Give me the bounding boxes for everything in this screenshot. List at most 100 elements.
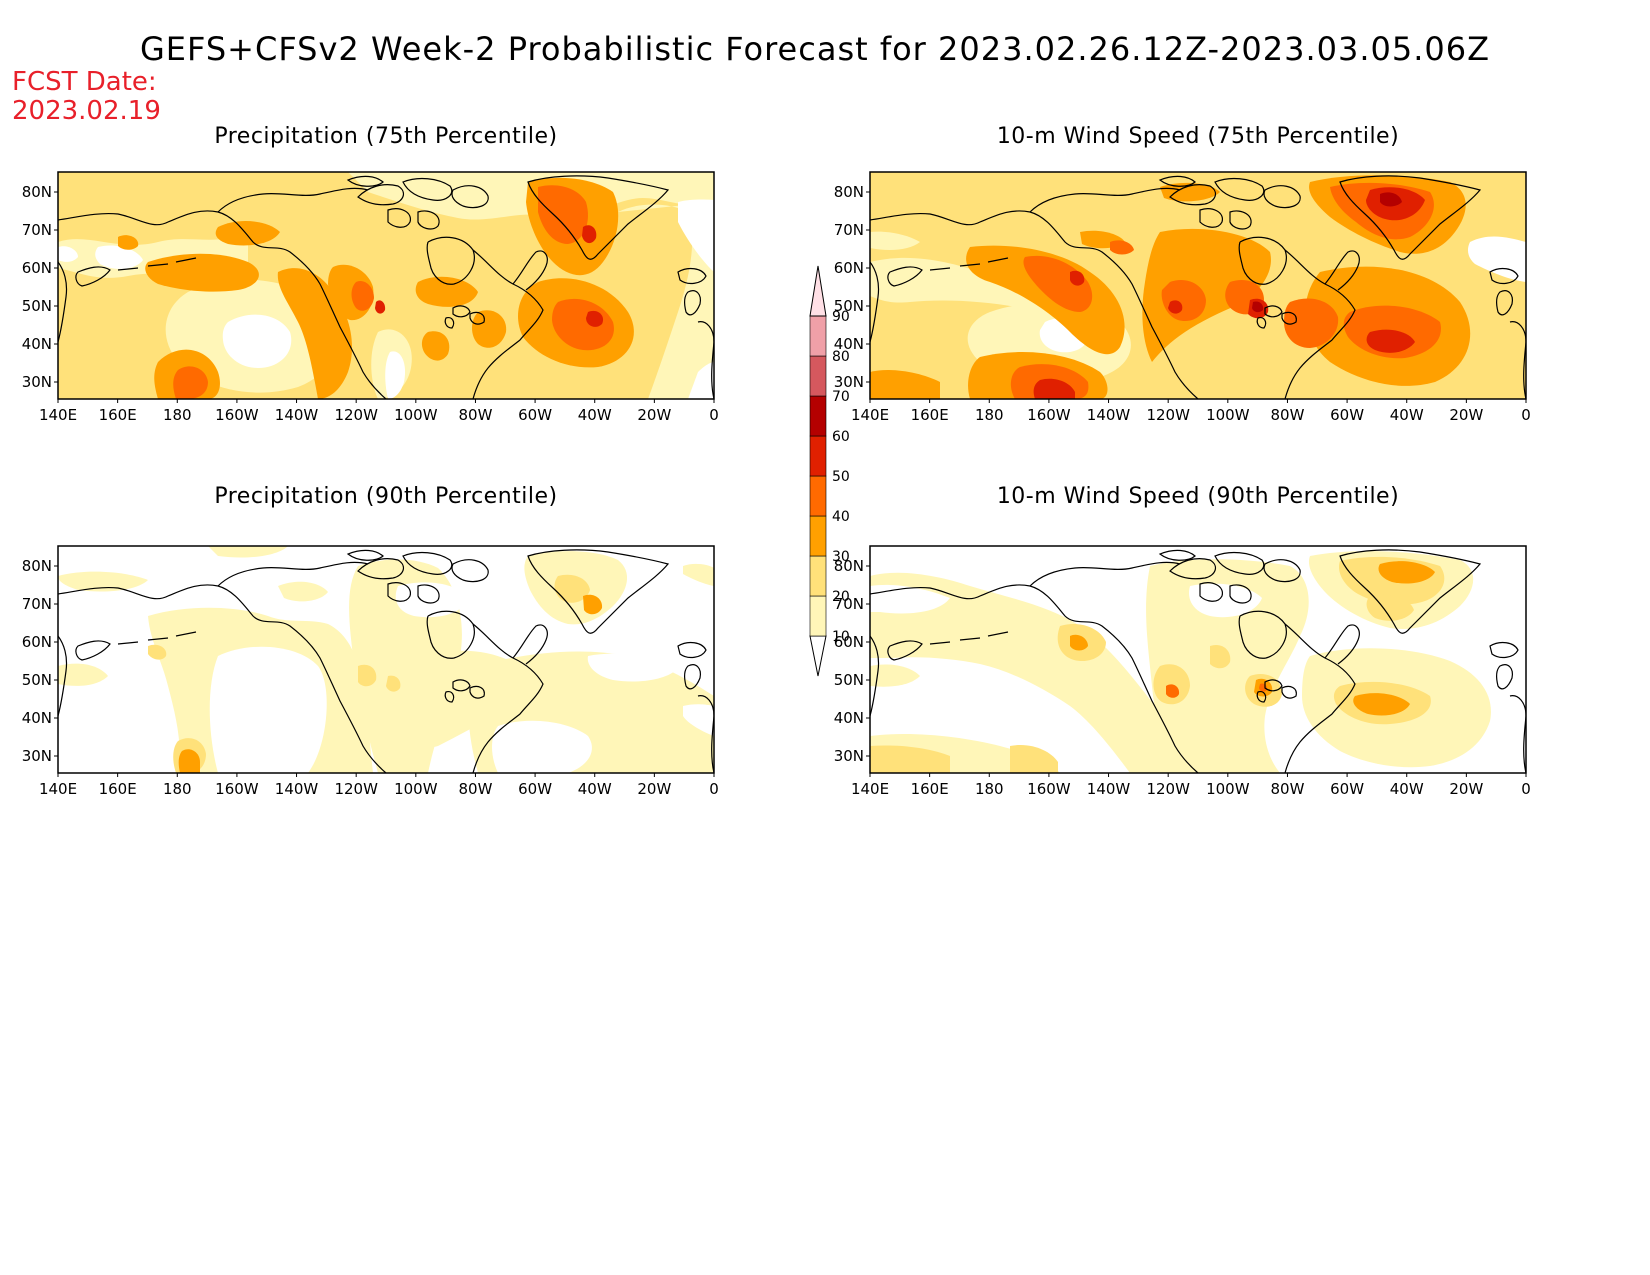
lat-label-precip75-70N: 70N (22, 221, 52, 239)
lon-label-precip90-160E: 160E (99, 780, 137, 798)
lon-label-wind90-60W: 60W (1330, 780, 1364, 798)
lat-label-wind90-50N: 50N (834, 671, 864, 689)
colorbar-box (809, 395, 827, 437)
lon-label-wind90-100W: 100W (1206, 780, 1250, 798)
lat-label-precip75-30N: 30N (22, 373, 52, 391)
lat-label-wind90-30N: 30N (834, 747, 864, 765)
frame-precip75 (57, 171, 715, 400)
lon-label-precip90-120W: 120W (334, 780, 378, 798)
frame-precip90 (57, 545, 715, 774)
lon-label-wind90-80W: 80W (1270, 780, 1304, 798)
frame-wind75 (869, 171, 1527, 400)
colorbar-label-20: 20 (832, 589, 850, 605)
colorbar-label-80: 80 (832, 349, 850, 365)
frame-wind90 (869, 545, 1527, 774)
colorbar-label-40: 40 (832, 509, 850, 525)
colorbar-box (809, 315, 827, 357)
colorbar-box (809, 355, 827, 397)
lon-label-wind75-100W: 100W (1206, 406, 1250, 424)
lon-label-precip90-140E: 140E (39, 780, 77, 798)
lon-label-precip75-60W: 60W (518, 406, 552, 424)
colorbar-box (809, 595, 827, 637)
map-precip90 (58, 546, 714, 773)
fcst-date: FCST Date: 2023.02.19 (12, 68, 161, 126)
lon-label-precip75-120W: 120W (334, 406, 378, 424)
colorbar-box (809, 515, 827, 557)
lat-label-precip90-80N: 80N (22, 557, 52, 575)
lat-label-wind75-80N: 80N (834, 183, 864, 201)
map-wind90 (870, 546, 1526, 773)
lon-label-precip75-140E: 140E (39, 406, 77, 424)
map-wind75 (870, 172, 1526, 399)
lon-label-wind75-160E: 160E (911, 406, 949, 424)
panel-title-precip75: Precipitation (75th Percentile) (214, 124, 558, 149)
lon-label-wind75-80W: 80W (1270, 406, 1304, 424)
colorbar-label-30: 30 (832, 549, 850, 565)
axis-labels: 80N 70N 60N 50N 40N 30N 140E 160E 180 160W 140W 120… (22, 183, 1531, 798)
main-title: GEFS+CFSv2 Week-2 Probabilistic Forecast… (140, 30, 1491, 68)
lat-label-precip75-60N: 60N (22, 259, 52, 277)
panel-title-precip90: Precipitation (90th Percentile) (214, 484, 558, 509)
lon-label-precip90-20W: 20W (637, 780, 671, 798)
lon-label-precip90-100W: 100W (394, 780, 438, 798)
lat-label-precip75-80N: 80N (22, 183, 52, 201)
lon-label-precip90-60W: 60W (518, 780, 552, 798)
lon-label-precip75-20W: 20W (637, 406, 671, 424)
lon-label-wind75-40W: 40W (1390, 406, 1424, 424)
lon-label-wind75-160W: 160W (1027, 406, 1071, 424)
lat-label-wind90-70N: 70N (834, 595, 864, 613)
lon-label-wind90-180: 180 (975, 780, 1004, 798)
lon-label-wind75-140W: 140W (1087, 406, 1131, 424)
lon-label-precip75-100W: 100W (394, 406, 438, 424)
lat-label-wind90-80N: 80N (834, 557, 864, 575)
lat-label-wind90-60N: 60N (834, 633, 864, 651)
colorbar-box (809, 435, 827, 477)
colorbar-label-50: 50 (832, 469, 850, 485)
lat-label-precip90-40N: 40N (22, 709, 52, 727)
map-precip75 (58, 172, 714, 399)
colorbar-label-10: 10 (832, 629, 850, 645)
colorbar-box (809, 475, 827, 517)
lat-label-precip90-50N: 50N (22, 671, 52, 689)
fcst-date-value: 2023.02.19 (12, 96, 161, 126)
lon-label-precip75-80W: 80W (458, 406, 492, 424)
lon-label-precip90-140W: 140W (275, 780, 319, 798)
lon-label-wind75-0: 0 (1521, 406, 1531, 424)
lat-label-precip75-40N: 40N (22, 335, 52, 353)
colorbar-label-90: 90 (832, 309, 850, 325)
colorbar-box (809, 555, 827, 597)
colorbar-labels: 10 20 30 40 50 60 70 80 90 (832, 309, 850, 645)
colorbar: 10 20 30 40 50 60 70 80 90 (809, 265, 850, 677)
lat-label-wind75-50N: 50N (834, 297, 864, 315)
lon-label-precip75-180: 180 (163, 406, 192, 424)
colorbar-label-70: 70 (832, 389, 850, 405)
lon-label-precip75-40W: 40W (578, 406, 612, 424)
lon-label-wind90-20W: 20W (1449, 780, 1483, 798)
lon-label-wind90-40W: 40W (1390, 780, 1424, 798)
lat-label-precip90-60N: 60N (22, 633, 52, 651)
lon-label-wind75-60W: 60W (1330, 406, 1364, 424)
lon-label-precip75-140W: 140W (275, 406, 319, 424)
lon-label-wind75-140E: 140E (851, 406, 889, 424)
lat-label-wind75-70N: 70N (834, 221, 864, 239)
lon-label-wind90-140W: 140W (1087, 780, 1131, 798)
lon-label-precip90-0: 0 (709, 780, 719, 798)
lon-label-precip90-180: 180 (163, 780, 192, 798)
colorbar-boxes (809, 265, 827, 677)
lat-label-precip90-30N: 30N (22, 747, 52, 765)
lat-label-precip75-50N: 50N (22, 297, 52, 315)
lon-label-precip90-160W: 160W (215, 780, 259, 798)
colorbar-low-triangle (809, 635, 827, 677)
lon-label-wind90-120W: 120W (1146, 780, 1190, 798)
panel-title-wind75: 10-m Wind Speed (75th Percentile) (996, 124, 1400, 149)
lat-label-wind75-40N: 40N (834, 335, 864, 353)
panel-title-wind90: 10-m Wind Speed (90th Percentile) (996, 484, 1400, 509)
fcst-date-label: FCST Date: (12, 67, 157, 97)
colorbar-label-60: 60 (832, 429, 850, 445)
lon-label-precip90-40W: 40W (578, 780, 612, 798)
lon-label-wind90-0: 0 (1521, 780, 1531, 798)
lat-label-wind75-60N: 60N (834, 259, 864, 277)
lon-label-wind75-180: 180 (975, 406, 1004, 424)
lat-label-precip90-70N: 70N (22, 595, 52, 613)
